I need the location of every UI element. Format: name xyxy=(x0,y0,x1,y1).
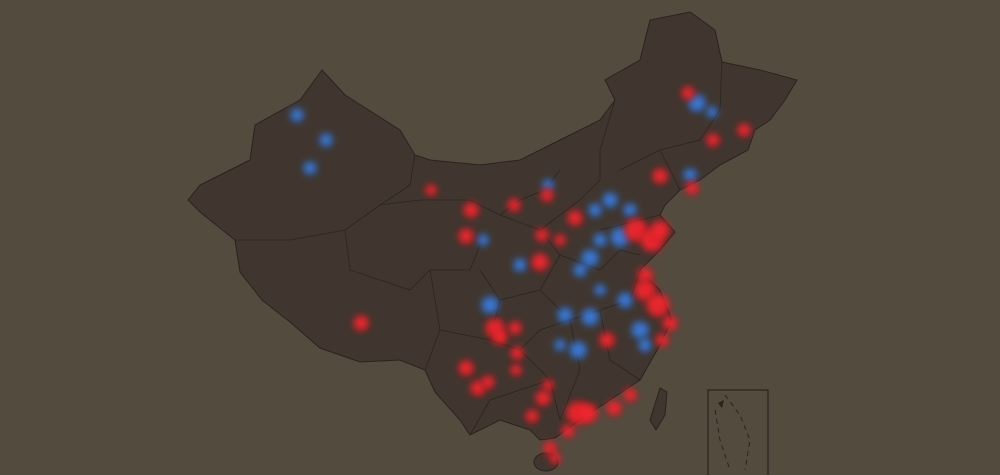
heat-spot xyxy=(563,426,573,436)
heat-spot xyxy=(608,402,620,414)
heat-spot xyxy=(305,163,315,173)
heat-spot xyxy=(537,392,549,404)
heat-spot xyxy=(510,323,520,333)
heat-spot xyxy=(556,341,564,349)
heat-spot xyxy=(687,183,697,193)
heat-spot xyxy=(571,343,585,357)
heat-spot xyxy=(640,340,650,350)
heat-spot xyxy=(479,236,487,244)
heat-spot xyxy=(583,310,597,324)
heat-spot xyxy=(569,212,581,224)
heat-spot xyxy=(685,170,695,180)
heat-spot xyxy=(292,110,302,120)
heat-spot xyxy=(494,331,506,343)
heat-spot xyxy=(580,405,596,421)
heat-spot xyxy=(537,230,547,240)
heat-spot xyxy=(604,194,616,206)
heat-spot xyxy=(633,323,647,337)
heat-spot xyxy=(527,411,537,421)
heat-spot xyxy=(509,200,519,210)
inset-frame xyxy=(707,389,769,475)
heat-spot xyxy=(619,294,631,306)
heat-spot xyxy=(652,222,668,238)
heat-spot xyxy=(664,317,676,329)
heat-spot xyxy=(533,255,547,269)
heat-spot xyxy=(601,334,613,346)
heat-spot xyxy=(483,298,497,312)
heat-spot xyxy=(654,170,666,182)
heat-spot xyxy=(515,260,525,270)
heat-spot xyxy=(625,390,635,400)
heat-spot xyxy=(595,235,605,245)
heat-spot xyxy=(544,381,552,389)
heat-spot xyxy=(648,295,668,315)
heat-spot xyxy=(512,348,522,358)
heat-spot xyxy=(639,269,651,281)
heat-spot xyxy=(321,135,331,145)
island xyxy=(649,387,668,431)
heat-spot xyxy=(596,286,604,294)
heat-spot xyxy=(460,230,472,242)
heat-spot xyxy=(657,335,667,345)
heat-spot xyxy=(542,190,552,200)
heat-spot xyxy=(355,317,367,329)
heat-layer xyxy=(288,84,753,466)
heat-spot xyxy=(465,204,477,216)
heat-spot xyxy=(427,186,435,194)
heat-spot xyxy=(590,205,600,215)
heat-spot xyxy=(739,125,749,135)
heat-spot xyxy=(583,251,597,265)
heat-spot xyxy=(460,362,472,374)
heat-spot xyxy=(551,454,559,462)
heat-spot xyxy=(483,377,493,387)
heat-spot xyxy=(512,366,520,374)
heat-spot xyxy=(556,236,564,244)
heat-spot xyxy=(683,88,693,98)
heat-spot xyxy=(708,135,718,145)
heat-spot xyxy=(575,265,585,275)
heat-spot xyxy=(625,205,635,215)
heat-spot xyxy=(559,309,571,321)
heat-spot xyxy=(708,108,716,116)
